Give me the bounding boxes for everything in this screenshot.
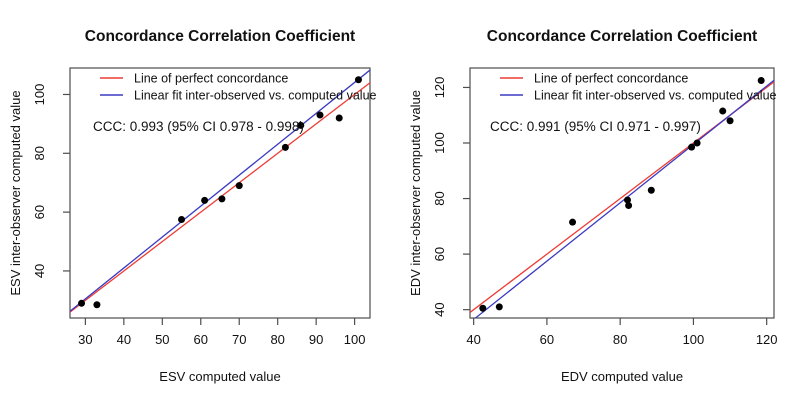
legend-identity-line-label: Line of perfect concordance bbox=[534, 72, 688, 86]
legend: Line of perfect concordance Linear fit in… bbox=[500, 72, 777, 103]
x-tick-label: 100 bbox=[344, 332, 366, 347]
data-point bbox=[218, 195, 226, 203]
ccc-annotation: CCC: 0.991 (95% CI 0.971 - 0.997) bbox=[490, 119, 701, 134]
data-point bbox=[354, 76, 362, 84]
data-point bbox=[688, 143, 696, 151]
data-point bbox=[623, 196, 631, 204]
esv-plot: Concordance Correlation Coefficient 30 40 5… bbox=[8, 28, 377, 384]
data-point bbox=[78, 299, 86, 307]
y-tick-label: 40 bbox=[32, 264, 47, 278]
legend: Line of perfect concordance Linear fit in… bbox=[100, 72, 377, 103]
y-axis-label: ESV inter-observer computed value bbox=[8, 90, 23, 295]
data-point bbox=[569, 218, 577, 226]
x-tick-label: 30 bbox=[78, 332, 92, 347]
y-tick-label: 80 bbox=[432, 191, 447, 205]
ccc-annotation: CCC: 0.993 (95% CI 0.978 - 0.998) bbox=[93, 119, 304, 134]
y-tick-label: 60 bbox=[32, 205, 47, 219]
data-point bbox=[235, 182, 243, 190]
data-points bbox=[479, 77, 765, 312]
data-point bbox=[316, 111, 324, 119]
x-tick-label: 40 bbox=[117, 332, 131, 347]
legend-identity-line-label: Line of perfect concordance bbox=[134, 72, 288, 86]
data-point bbox=[719, 107, 727, 115]
plot-title: Concordance Correlation Coefficient bbox=[85, 28, 355, 45]
x-tick-label: 40 bbox=[466, 332, 480, 347]
legend-fit-line-label: Linear fit inter-observed vs. computed v… bbox=[134, 89, 377, 103]
y-tick-label: 40 bbox=[432, 302, 447, 316]
data-point bbox=[693, 139, 701, 147]
data-point bbox=[479, 304, 487, 312]
y-tick-label: 100 bbox=[432, 132, 447, 154]
data-point bbox=[495, 303, 503, 311]
data-point bbox=[93, 301, 101, 309]
y-axis-label: EDV inter-observer computed value bbox=[408, 90, 423, 296]
fit-line bbox=[69, 69, 371, 312]
plot-box bbox=[469, 67, 775, 319]
x-tick-label: 120 bbox=[756, 332, 778, 347]
data-point bbox=[201, 196, 209, 204]
data-point bbox=[281, 143, 289, 151]
y-tick-label: 100 bbox=[32, 84, 47, 106]
x-tick-label: 90 bbox=[309, 332, 323, 347]
edv-plot: Concordance Correlation Coefficient 40 60 8… bbox=[408, 28, 778, 384]
y-tick-label: 60 bbox=[432, 247, 447, 261]
data-point bbox=[625, 202, 633, 209]
x-axis-label: EDV computed value bbox=[561, 369, 683, 384]
data-point bbox=[647, 186, 655, 194]
y-tick-label: 80 bbox=[32, 146, 47, 160]
x-axis-label: ESV computed value bbox=[159, 369, 280, 384]
x-tick-label: 80 bbox=[613, 332, 627, 347]
x-tick-label: 80 bbox=[270, 332, 284, 347]
x-tick-label: 70 bbox=[232, 332, 246, 347]
data-point bbox=[178, 215, 186, 223]
plot-title: Concordance Correlation Coefficient bbox=[487, 28, 757, 45]
data-point bbox=[297, 121, 305, 129]
data-point bbox=[726, 117, 734, 125]
x-tick-label: 50 bbox=[155, 332, 169, 347]
x-tick-label: 60 bbox=[194, 332, 208, 347]
x-tick-label: 60 bbox=[540, 332, 554, 347]
data-point bbox=[757, 77, 765, 84]
legend-fit-line-label: Linear fit inter-observed vs. computed v… bbox=[534, 89, 777, 103]
data-points bbox=[78, 76, 362, 309]
x-tick-label: 100 bbox=[683, 332, 705, 347]
y-tick-label: 120 bbox=[432, 77, 447, 99]
data-point bbox=[335, 114, 343, 122]
